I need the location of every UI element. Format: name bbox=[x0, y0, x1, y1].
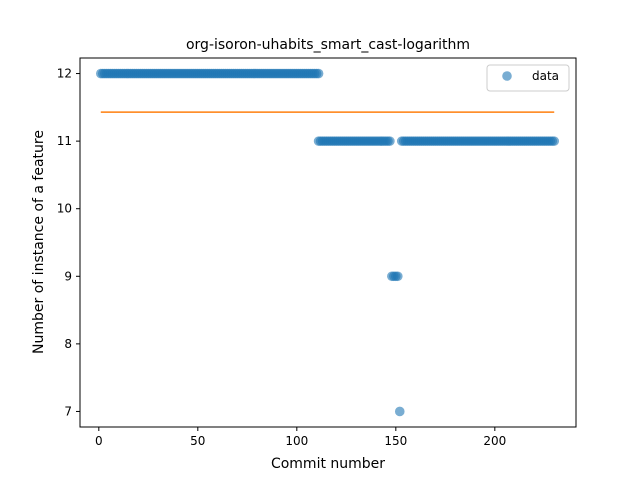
y-tick-label: 12 bbox=[57, 67, 72, 81]
legend-marker-data bbox=[502, 71, 512, 81]
legend-label-data: data bbox=[532, 69, 559, 83]
chart-title: org-isoron-uhabits_smart_cast-logarithm bbox=[186, 37, 470, 53]
data-point bbox=[313, 68, 324, 79]
y-tick-label: 9 bbox=[64, 269, 72, 283]
y-tick-label: 10 bbox=[57, 202, 72, 216]
y-tick-label: 7 bbox=[64, 404, 72, 418]
x-tick-label: 200 bbox=[483, 434, 506, 448]
data-point bbox=[394, 406, 405, 417]
y-axis-label: Number of instance of a feature bbox=[31, 130, 47, 354]
data-point bbox=[549, 136, 560, 146]
plot-area bbox=[95, 68, 560, 417]
y-tick-label: 8 bbox=[64, 337, 72, 351]
legend: data bbox=[486, 64, 570, 92]
axis-ticks: 0 50 100 150 200 7 8 9 10 11 12 bbox=[57, 67, 507, 448]
x-tick-label: 100 bbox=[285, 434, 308, 448]
data-point bbox=[385, 136, 395, 146]
axes-frame bbox=[79, 57, 577, 428]
data-point bbox=[392, 271, 403, 282]
x-tick-label: 50 bbox=[190, 434, 205, 448]
x-tick-label: 150 bbox=[384, 434, 407, 448]
x-axis-label: Commit number bbox=[271, 456, 385, 472]
x-tick-label: 0 bbox=[95, 434, 103, 448]
y-tick-label: 11 bbox=[57, 134, 72, 148]
